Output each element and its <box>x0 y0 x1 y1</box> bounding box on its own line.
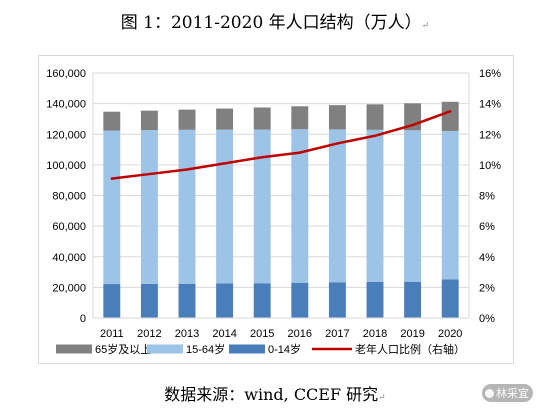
chart-title-text: 图 1：2011-2020 年人口结构（万人） <box>120 13 422 33</box>
y-tick-label-left: 40,000 <box>52 252 86 264</box>
y-tick-label-left: 120,000 <box>46 129 86 141</box>
bar-age-15-64-2020 <box>441 130 459 280</box>
legend-label-age-65-plus: 65岁及以上 <box>95 342 151 356</box>
chart-frame <box>38 55 514 364</box>
y-tick-label-left: 100,000 <box>46 160 86 172</box>
bar-age-15-64-2017 <box>328 129 346 283</box>
bar-age-65-plus-2017 <box>328 105 346 130</box>
x-tick-label: 2013 <box>175 328 199 340</box>
bar-age-0-14-2013 <box>178 283 196 318</box>
x-tick-label: 2012 <box>137 328 161 340</box>
legend-label-age-0-14: 0-14岁 <box>268 342 301 356</box>
bar-age-65-plus-2012 <box>140 110 158 131</box>
chart-title: 图 1：2011-2020 年人口结构（万人）↵ <box>120 13 430 33</box>
source-note: 数据来源：wind, CCEF 研究↵ <box>164 385 386 404</box>
bar-age-0-14-2019 <box>404 281 422 318</box>
bar-age-15-64-2019 <box>404 130 422 282</box>
bar-age-15-64-2011 <box>103 130 121 285</box>
bar-age-65-plus-2018 <box>366 104 384 130</box>
y-tick-label-left: 0 <box>80 313 86 325</box>
axes: 0 20,000 40,000 60,000 80,000 100,000 120,000 1… <box>46 68 501 340</box>
x-tick-label: 2020 <box>438 328 462 340</box>
bar-age-65-plus-2015 <box>253 107 271 130</box>
legend-label-elderly-ratio: 老年人口比例（右轴） <box>355 342 465 356</box>
bar-age-15-64-2013 <box>178 129 196 284</box>
x-tick-label: 2016 <box>288 328 312 340</box>
bar-age-0-14-2012 <box>140 283 158 318</box>
legend-swatch-age-65-plus <box>56 344 92 354</box>
x-tick-label: 2019 <box>400 328 424 340</box>
x-tick-label: 2017 <box>325 328 349 340</box>
bar-age-65-plus-2013 <box>178 109 196 130</box>
bar-age-0-14-2016 <box>291 282 309 318</box>
bar-age-65-plus-2020 <box>441 101 459 131</box>
bar-age-65-plus-2011 <box>103 111 121 131</box>
bar-age-0-14-2017 <box>328 282 346 318</box>
bar-age-0-14-2018 <box>366 281 384 318</box>
bar-age-15-64-2014 <box>216 129 234 284</box>
bar-age-0-14-2014 <box>216 283 234 318</box>
legend-swatch-age-0-14 <box>229 344 265 354</box>
y-tick-label-left: 20,000 <box>52 282 86 294</box>
y-tick-label-right: 6% <box>479 221 495 233</box>
elderly-ratio-line-layer <box>110 110 452 180</box>
y-tick-label-right: 4% <box>479 252 495 264</box>
x-tick-label: 2018 <box>363 328 387 340</box>
y-tick-label-right: 12% <box>479 129 501 141</box>
bar-age-15-64-2015 <box>253 129 271 284</box>
y-tick-label-right: 14% <box>479 99 501 111</box>
watermark-text: 林采宜 <box>496 387 529 400</box>
legend-label-age-15-64: 15-64岁 <box>186 342 225 356</box>
y-tick-label-right: 0% <box>479 313 495 325</box>
bar-age-15-64-2018 <box>366 129 384 282</box>
legend-swatch-age-15-64 <box>147 344 183 354</box>
bar-age-15-64-2016 <box>291 129 309 283</box>
elderly-ratio-line <box>110 110 452 180</box>
bar-age-65-plus-2016 <box>291 106 309 130</box>
y-tick-label-right: 8% <box>479 191 495 203</box>
bar-age-0-14-2011 <box>103 284 121 318</box>
y-tick-label-left: 160,000 <box>46 68 86 80</box>
source-text: 数据来源：wind, CCEF 研究 <box>164 385 379 404</box>
wechat-icon <box>485 389 494 398</box>
y-tick-label-right: 16% <box>479 68 501 80</box>
bar-age-65-plus-2014 <box>216 108 234 130</box>
watermark-badge: 林采宜 <box>482 384 533 402</box>
y-tick-label-left: 140,000 <box>46 99 86 111</box>
stacked-bars <box>103 101 459 318</box>
y-tick-label-left: 60,000 <box>52 221 86 233</box>
y-tick-label-right: 2% <box>479 282 495 294</box>
x-tick-label: 2014 <box>212 328 236 340</box>
bar-age-0-14-2015 <box>253 283 271 318</box>
y-tick-label-right: 10% <box>479 160 501 172</box>
x-tick-label: 2011 <box>100 328 124 340</box>
bar-age-0-14-2020 <box>441 279 459 318</box>
legend: 65岁及以上 15-64岁 0-14岁 老年人口比例（右轴） <box>56 342 465 356</box>
bar-age-15-64-2012 <box>140 130 158 284</box>
y-tick-label-left: 80,000 <box>52 191 86 203</box>
x-tick-label: 2015 <box>250 328 274 340</box>
